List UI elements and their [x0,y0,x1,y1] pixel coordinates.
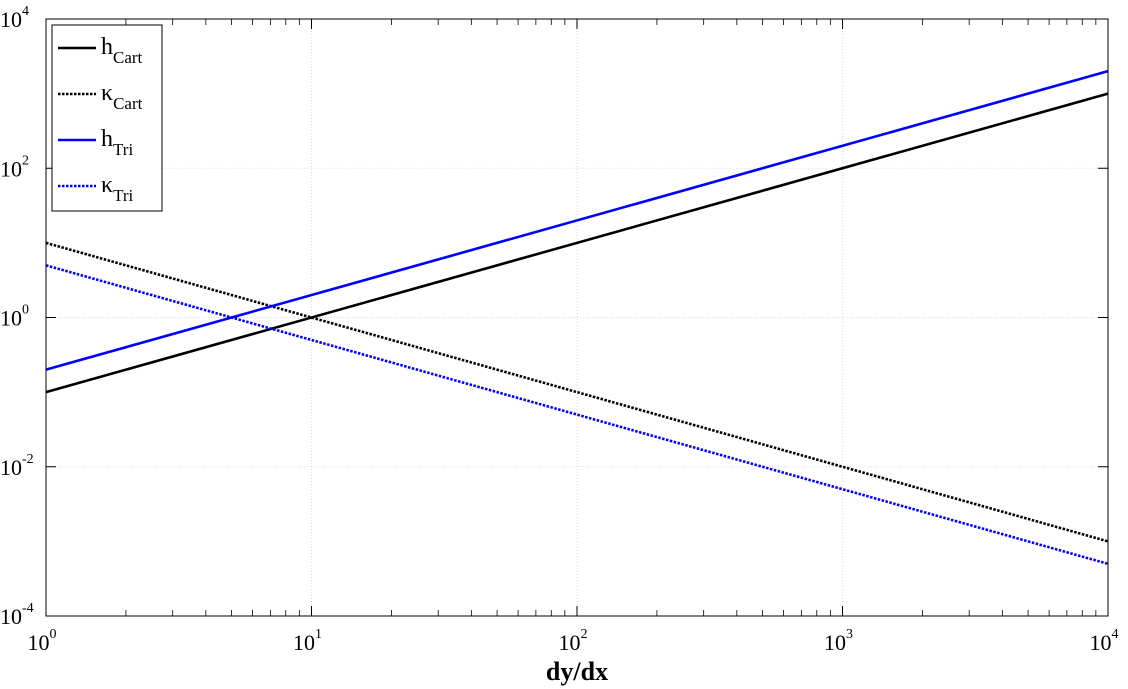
y-tick-exponent: 0 [22,303,29,318]
x-tick-exponent: 0 [50,627,57,642]
y-tick-base: 10 [0,156,22,181]
x-axis-label: dy/dx [546,657,608,686]
y-tick-label: 102 [0,153,29,181]
legend-label-sub: Cart [113,48,143,67]
legend-label-main: h [101,126,113,152]
x-tick-exponent: 1 [315,627,322,642]
y-tick-label: 104 [0,4,29,32]
y-tick-base: 10 [0,7,22,32]
y-tick-base: 10 [0,455,22,480]
legend-label-main: κ [101,172,113,198]
x-tick-exponent: 4 [1112,627,1119,642]
x-tick-label: 101 [293,627,322,655]
y-tick-exponent: -4 [22,601,34,616]
x-tick-base: 10 [1090,630,1112,655]
legend-label-sub: Tri [113,140,133,159]
legend-label-main: κ [101,80,113,106]
x-tick-exponent: 2 [581,627,588,642]
x-tick-label: 100 [28,627,57,655]
x-tick-base: 10 [824,630,846,655]
x-tick-exponent: 3 [846,627,853,642]
y-tick-label: 100 [0,303,29,331]
y-tick-base: 10 [0,306,22,331]
legend-label-sub: Tri [113,186,133,205]
x-tick-label: 103 [824,627,853,655]
x-tick-base: 10 [559,630,581,655]
y-tick-base: 10 [0,604,22,629]
y-tick-exponent: 4 [22,4,29,19]
x-tick-base: 10 [293,630,315,655]
legend-label-main: h [101,34,113,60]
legend-label-sub: Cart [113,94,143,113]
x-tick-label: 104 [1090,627,1119,655]
y-tick-exponent: -2 [22,452,34,467]
y-tick-label: 10-2 [0,452,34,480]
y-tick-label: 10-4 [0,601,34,629]
x-tick-base: 10 [28,630,50,655]
x-tick-label: 102 [559,627,588,655]
x-tick-labels: 100 101 102 103 104 [28,627,1119,655]
y-tick-exponent: 2 [22,153,29,168]
